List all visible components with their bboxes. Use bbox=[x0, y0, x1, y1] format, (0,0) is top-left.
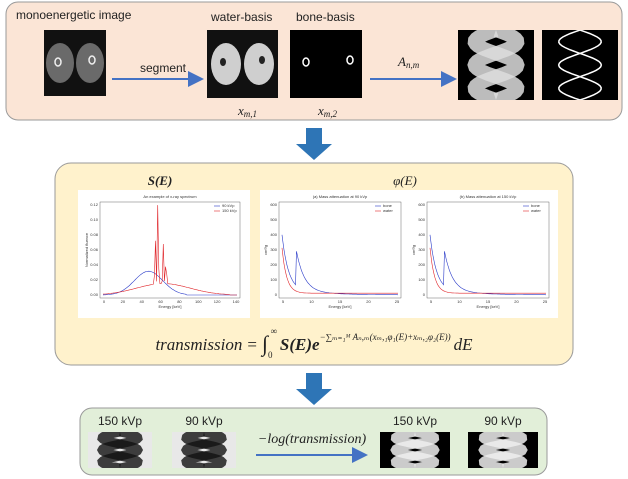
x-tick-label: 100 bbox=[195, 299, 202, 304]
symbol-sub: n,m bbox=[406, 60, 420, 70]
symbol-sub: m,1 bbox=[244, 109, 257, 119]
label: segment bbox=[140, 61, 187, 75]
legend-label: 150 kVp bbox=[222, 208, 237, 213]
eq-part: S(E)e bbox=[280, 335, 320, 354]
down-arrow bbox=[296, 373, 332, 405]
eq-part: dE bbox=[454, 335, 474, 354]
x-tick-label: 120 bbox=[214, 299, 221, 304]
y-tick-label: 0.12 bbox=[90, 202, 99, 207]
y-axis-label: cm²/g bbox=[263, 245, 268, 255]
y-tick-label: 0.02 bbox=[90, 277, 99, 282]
y-tick-label: 600 bbox=[418, 202, 425, 207]
y-tick-label: 500 bbox=[270, 217, 277, 222]
label: 90 kVp bbox=[185, 414, 223, 428]
label: water-basis bbox=[210, 10, 272, 24]
symbol: φ(E) bbox=[393, 173, 417, 188]
ct-image bbox=[44, 30, 106, 96]
x-tick-label: 20 bbox=[514, 299, 519, 304]
y-tick-label: 0.10 bbox=[90, 217, 99, 222]
x-tick-label: 20 bbox=[121, 299, 126, 304]
sinogram bbox=[88, 432, 152, 468]
eq-part: transmission bbox=[155, 335, 242, 354]
operation: −log(transmission) bbox=[258, 432, 367, 447]
bone-image bbox=[290, 30, 362, 98]
x-tick-label: 20 bbox=[366, 299, 371, 304]
plot-title: An example of x-ray spectrum bbox=[143, 194, 197, 199]
label: monoenergetic image bbox=[16, 8, 132, 22]
y-tick-label: 0.06 bbox=[90, 247, 99, 252]
symbol-base: A bbox=[397, 54, 406, 69]
sinogram bbox=[542, 30, 618, 100]
y-tick-label: 400 bbox=[418, 232, 425, 237]
eq-part: 0 bbox=[268, 350, 273, 360]
y-tick-label: 600 bbox=[270, 202, 277, 207]
y-tick-label: 500 bbox=[418, 217, 425, 222]
plot-title: (a) Mass attenuation at 90 kVp bbox=[313, 194, 368, 199]
sinogram bbox=[468, 432, 538, 468]
label: bone-basis bbox=[296, 10, 355, 24]
y-tick-label: 300 bbox=[270, 247, 277, 252]
x-tick-label: 10 bbox=[457, 299, 462, 304]
y-tick-label: 0.00 bbox=[90, 292, 99, 297]
x-tick-label: 25 bbox=[543, 299, 548, 304]
sinogram bbox=[458, 30, 534, 100]
sinogram-bg bbox=[542, 30, 618, 100]
down-arrow bbox=[296, 128, 332, 160]
x-axis-label: Energy [keV] bbox=[477, 304, 500, 309]
y-tick-label: 0.04 bbox=[90, 262, 99, 267]
legend-label: water bbox=[383, 208, 393, 213]
x-tick-label: 25 bbox=[395, 299, 400, 304]
symbol-sub: m,2 bbox=[324, 109, 338, 119]
y-axis-label: Normalized fluence bbox=[84, 232, 89, 267]
x-axis-label: Energy [keV] bbox=[329, 304, 352, 309]
eq-part: −∑ₘ₌₁ᴹ Aₙ,ₘ(xₘ,₁φ₁(E)+xₘ,₂φ₂(E)) bbox=[320, 332, 451, 342]
pipeline-diagram: monoenergetic image water-basis bone-bas… bbox=[0, 0, 628, 479]
y-tick-label: 400 bbox=[270, 232, 277, 237]
x-axis-label: Energy [keV] bbox=[159, 304, 182, 309]
y-axis-label: cm²/g bbox=[411, 245, 416, 255]
label: 150 kVp bbox=[393, 414, 437, 428]
y-tick-label: 100 bbox=[418, 277, 425, 282]
y-tick-label: 200 bbox=[418, 262, 425, 267]
eq-part: ∞ bbox=[271, 326, 277, 336]
y-tick-label: 200 bbox=[270, 262, 277, 267]
x-tick-label: 140 bbox=[233, 299, 240, 304]
x-tick-label: 10 bbox=[309, 299, 314, 304]
symbol: S(E) bbox=[148, 173, 173, 188]
sinogram bbox=[380, 432, 450, 468]
plot-title: (b) Mass attenuation at 150 kVp bbox=[460, 194, 517, 199]
label: 150 kVp bbox=[98, 414, 142, 428]
y-tick-label: 0.08 bbox=[90, 232, 99, 237]
x-tick-label: 40 bbox=[139, 299, 144, 304]
water-image bbox=[207, 30, 278, 98]
eq-part: = bbox=[247, 335, 257, 354]
y-tick-label: 300 bbox=[418, 247, 425, 252]
y-tick-label: 100 bbox=[270, 277, 277, 282]
label: 90 kVp bbox=[484, 414, 522, 428]
sinogram bbox=[172, 432, 236, 468]
legend-label: water bbox=[531, 208, 541, 213]
